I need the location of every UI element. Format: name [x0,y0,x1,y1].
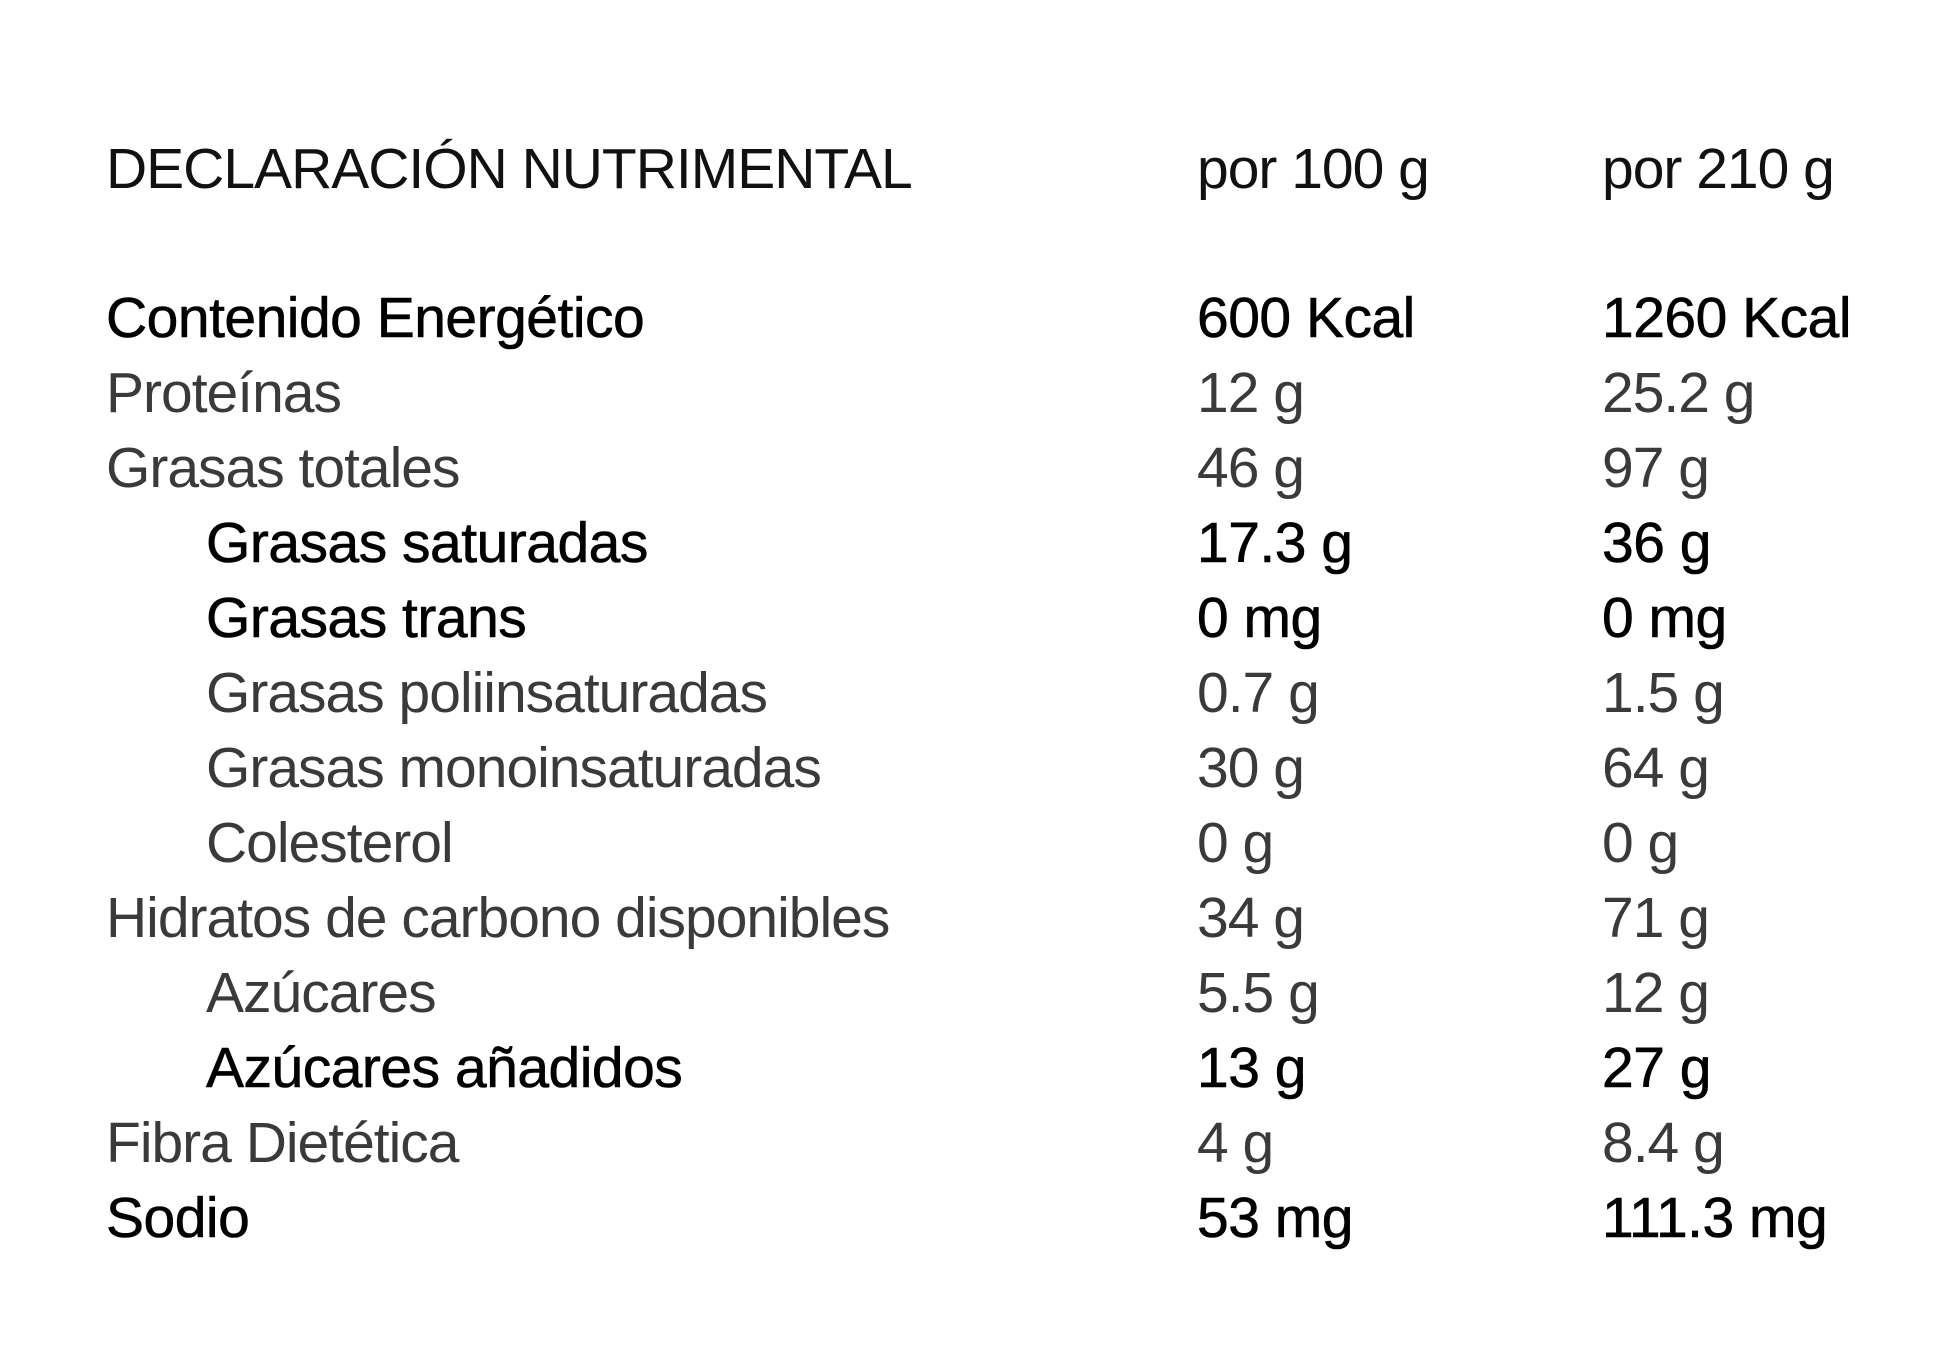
nutrient-row: Grasas poliinsaturadas 0.7 g 1.5 g [0,656,1946,731]
nutrient-row: Sodio 53 mg 111.3 mg [0,1181,1946,1256]
nutrient-row: Grasas trans 0 mg 0 mg [0,581,1946,656]
value-per-100g: 17.3 g [1197,511,1354,576]
value-per-210g: 1260 Kcal [1602,286,1852,351]
value-per-100g: 4 g [1197,1111,1274,1175]
nutrient-label: Sodio [106,1186,250,1251]
nutrient-label: Hidratos de carbono disponibles [106,886,890,950]
value-per-210g: 27 g [1602,1036,1712,1101]
nutrient-label: Fibra Dietética [106,1111,459,1175]
value-per-210g: 64 g [1602,736,1710,800]
value-per-210g: 111.3 mg [1602,1186,1828,1251]
nutrient-label: Grasas totales [106,436,460,500]
nutrient-row: Grasas monoinsaturadas 30 g 64 g [0,731,1946,806]
value-per-210g: 25.2 g [1602,361,1755,425]
value-per-100g: 53 mg [1197,1186,1354,1251]
nutrient-row: Fibra Dietética 4 g 8.4 g [0,1106,1946,1181]
value-per-100g: 46 g [1197,436,1305,500]
nutrient-row: Colesterol 0 g 0 g [0,806,1946,881]
column-header-per-100g: por 100 g [1197,137,1430,201]
nutrient-row: Grasas totales 46 g 97 g [0,431,1946,506]
value-per-210g: 36 g [1602,511,1712,576]
nutrient-row: Grasas saturadas 17.3 g 36 g [0,506,1946,581]
nutrient-label: Grasas saturadas [206,511,649,576]
nutrient-row: Azúcares añadidos 13 g 27 g [0,1031,1946,1106]
value-per-100g: 0 mg [1197,586,1323,651]
value-per-210g: 97 g [1602,436,1710,500]
value-per-100g: 30 g [1197,736,1305,800]
nutrient-row: Hidratos de carbono disponibles 34 g 71 g [0,881,1946,956]
nutrient-label: Proteínas [106,361,342,425]
nutrient-row: Azúcares 5.5 g 12 g [0,956,1946,1031]
value-per-100g: 0 g [1197,811,1274,875]
table-header: DECLARACIÓN NUTRIMENTAL por 100 g por 21… [0,132,1946,207]
value-per-210g: 1.5 g [1602,661,1725,725]
value-per-210g: 12 g [1602,961,1710,1025]
value-per-100g: 5.5 g [1197,961,1320,1025]
value-per-100g: 34 g [1197,886,1305,950]
nutrient-label: Grasas monoinsaturadas [206,736,822,800]
value-per-210g: 0 mg [1602,586,1728,651]
value-per-100g: 600 Kcal [1197,286,1416,351]
nutrient-label: Contenido Energético [106,286,645,351]
nutrient-label: Azúcares [206,961,437,1025]
table-title: DECLARACIÓN NUTRIMENTAL [106,137,913,201]
value-per-100g: 13 g [1197,1036,1307,1101]
value-per-100g: 12 g [1197,361,1305,425]
value-per-100g: 0.7 g [1197,661,1320,725]
nutrient-row: Contenido Energético 600 Kcal 1260 Kcal [0,281,1946,356]
value-per-210g: 8.4 g [1602,1111,1725,1175]
nutrient-label: Colesterol [206,811,454,875]
value-per-210g: 0 g [1602,811,1679,875]
nutrient-label: Grasas poliinsaturadas [206,661,768,725]
nutrient-label: Azúcares añadidos [206,1036,683,1101]
nutrient-label: Grasas trans [206,586,527,651]
nutrient-row: Proteínas 12 g 25.2 g [0,356,1946,431]
column-header-per-210g: por 210 g [1602,137,1835,201]
value-per-210g: 71 g [1602,886,1710,950]
